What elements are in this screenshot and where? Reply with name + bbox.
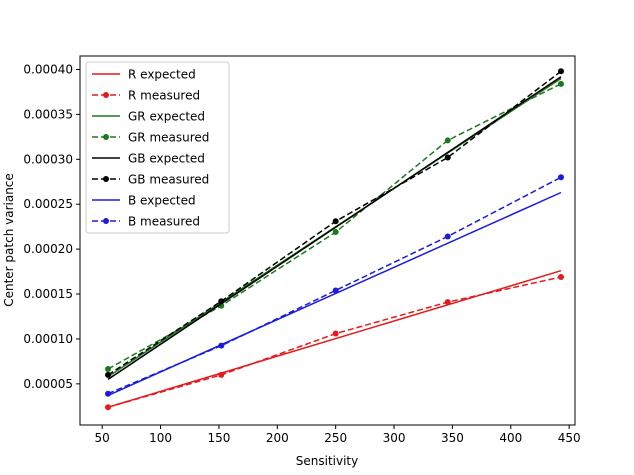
data-point-r-measured bbox=[557, 273, 564, 280]
plot-area bbox=[105, 68, 564, 411]
x-tick-label: 450 bbox=[558, 431, 581, 445]
data-point-b-measured bbox=[444, 233, 451, 240]
data-point-gr-measured bbox=[105, 366, 112, 373]
data-point-r-measured bbox=[444, 299, 451, 306]
data-point-gb-measured bbox=[332, 218, 339, 225]
legend-label: GR measured bbox=[128, 131, 209, 145]
data-point-b-measured bbox=[332, 287, 339, 294]
series-line-gb-expected bbox=[107, 76, 562, 381]
data-point-r-measured bbox=[105, 404, 112, 411]
axes-frame bbox=[79, 55, 576, 426]
legend-label: GB measured bbox=[128, 173, 209, 187]
data-point-gr-measured bbox=[444, 137, 451, 144]
y-tick-label: 0.00030 bbox=[23, 152, 73, 166]
x-tick-label: 50 bbox=[95, 431, 110, 445]
x-axis-label: Sensitivity bbox=[296, 454, 358, 468]
data-point-b-measured bbox=[557, 174, 564, 181]
x-tick-label: 150 bbox=[207, 431, 230, 445]
data-point-gb-measured bbox=[105, 371, 112, 378]
legend-label: GB expected bbox=[128, 152, 205, 166]
series-line-r-measured bbox=[107, 276, 562, 408]
x-tick-label: 350 bbox=[441, 431, 464, 445]
legend-marker bbox=[103, 134, 109, 140]
legend: R expected R measured GR expected GR measur… bbox=[85, 61, 230, 234]
x-tick-label: 200 bbox=[266, 431, 289, 445]
legend-marker bbox=[103, 176, 109, 182]
data-point-gb-measured bbox=[557, 68, 564, 75]
y-tick-label: 0.00005 bbox=[23, 377, 73, 391]
y-tick-label: 0.00015 bbox=[23, 287, 73, 301]
y-tick-label: 0.00035 bbox=[23, 107, 73, 121]
series-line-b-measured bbox=[107, 176, 562, 395]
legend-label: R expected bbox=[128, 68, 196, 82]
legend-box bbox=[85, 61, 230, 234]
legend-label: B expected bbox=[128, 194, 196, 208]
legend-marker bbox=[103, 92, 109, 98]
x-tick-label: 400 bbox=[499, 431, 522, 445]
x-axis: 50 100 150 200 250 300 350 400 450 bbox=[95, 425, 581, 445]
data-point-r-measured bbox=[218, 371, 225, 378]
legend-label: R measured bbox=[128, 89, 200, 103]
data-point-r-measured bbox=[332, 330, 339, 337]
y-tick-label: 0.00020 bbox=[23, 242, 73, 256]
x-tick-label: 300 bbox=[383, 431, 406, 445]
y-tick-label: 0.00010 bbox=[23, 332, 73, 346]
y-tick-label: 0.00040 bbox=[23, 62, 73, 76]
data-point-b-measured bbox=[105, 390, 112, 397]
legend-label: B measured bbox=[128, 215, 200, 229]
data-point-gr-measured bbox=[557, 80, 564, 87]
y-axis: 0.00005 0.00010 0.00015 0.00020 0.00025 0.000… bbox=[23, 62, 80, 391]
data-point-gr-measured bbox=[332, 229, 339, 236]
y-axis-label: Center patch variance bbox=[2, 173, 16, 307]
data-point-gb-measured bbox=[444, 154, 451, 161]
series-line-r-expected bbox=[107, 269, 562, 408]
x-tick-label: 250 bbox=[324, 431, 347, 445]
y-tick-label: 0.00025 bbox=[23, 197, 73, 211]
data-point-b-measured bbox=[218, 342, 225, 349]
legend-label: GR expected bbox=[128, 110, 205, 124]
legend-marker bbox=[103, 218, 109, 224]
x-tick-label: 100 bbox=[149, 431, 172, 445]
data-point-gb-measured bbox=[218, 298, 225, 305]
